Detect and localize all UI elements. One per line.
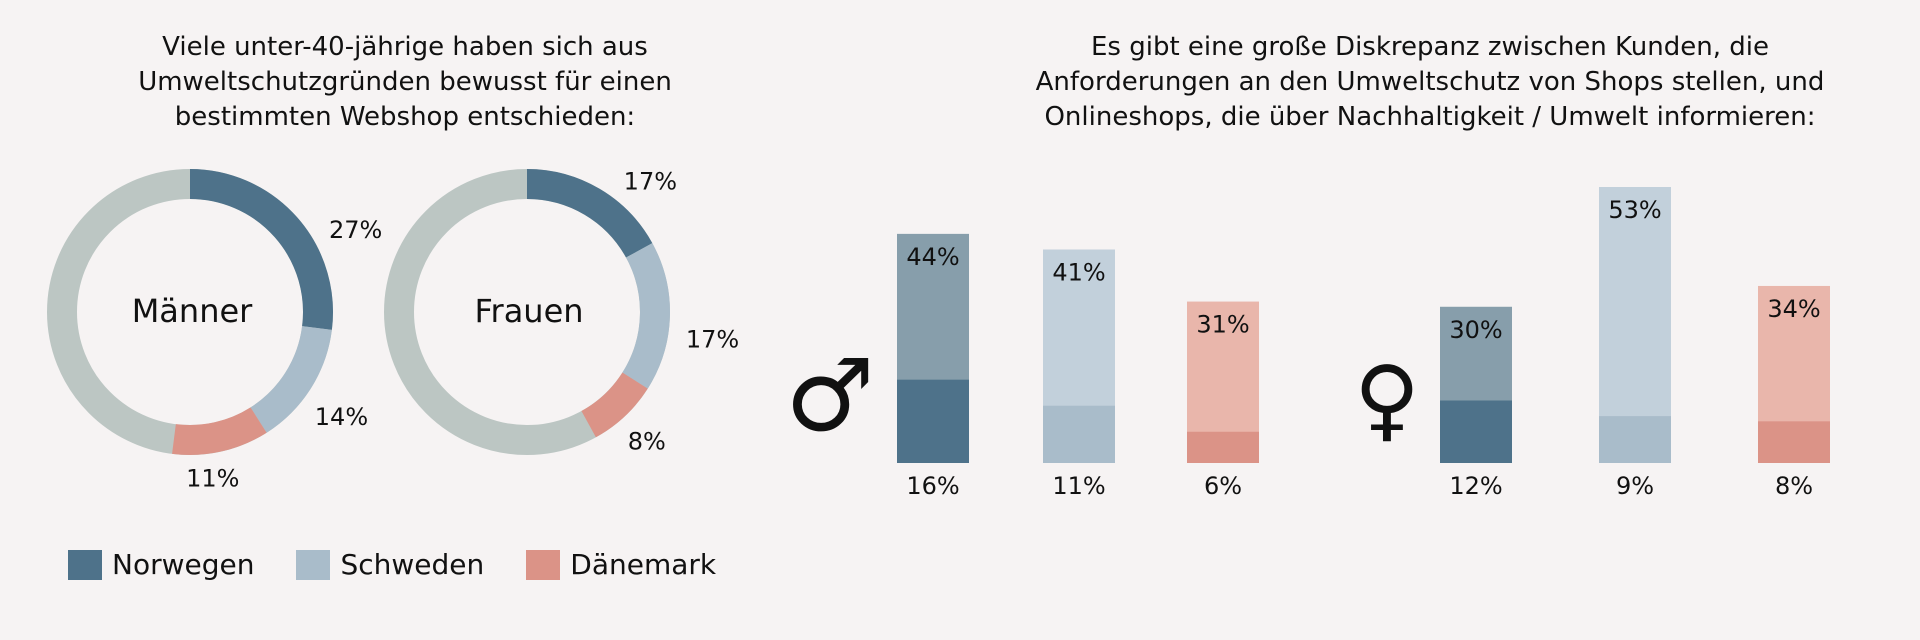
- male-bar-inner-label-daenemark: 6%: [1204, 472, 1242, 500]
- donut-maenner-slice-norwegen: [189, 169, 333, 330]
- donut-frauen-slice-daenemark: [581, 372, 648, 438]
- right-chart-title: Es gibt eine große Diskrepanz zwischen K…: [1035, 32, 1825, 132]
- female-symbol: ♀: [1354, 347, 1420, 452]
- male-bar-inner-daenemark: [1187, 431, 1259, 463]
- donut-maenner-label-schweden: 14%: [315, 403, 368, 431]
- donut-frauen-center-label: Frauen: [474, 292, 583, 330]
- donut-frauen-label-norwegen: 17%: [624, 167, 677, 195]
- female-bar-inner-daenemark: [1758, 421, 1830, 463]
- donut-maenner-label-daenemark: 11%: [186, 464, 239, 492]
- donut-frauen-label-schweden: 17%: [686, 326, 739, 354]
- female-bar-outer-label-schweden: 53%: [1608, 196, 1661, 224]
- male-bar-outer-label-daenemark: 31%: [1196, 311, 1249, 339]
- female-bar-inner-label-norwegen: 12%: [1449, 472, 1502, 500]
- female-bar-inner-label-schweden: 9%: [1616, 472, 1654, 500]
- legend-swatch-schweden: [296, 549, 331, 580]
- donut-frauen-label-daenemark: 8%: [628, 427, 666, 455]
- male-bar-inner-norwegen: [897, 379, 969, 463]
- legend: Norwegen Schweden Dänemark: [68, 548, 758, 581]
- legend-label-daenemark: Dänemark: [570, 548, 717, 581]
- donut-frauen-slice-norwegen: [526, 169, 653, 258]
- donut-maenner-label-norwegen: 27%: [329, 216, 382, 244]
- left-chart-title: Viele unter-40-jährige haben sich aus Um…: [138, 32, 672, 132]
- female-bar-outer-label-norwegen: 30%: [1449, 316, 1502, 344]
- male-bar-outer-label-norwegen: 44%: [906, 243, 959, 271]
- legend-swatch-daenemark: [526, 549, 561, 580]
- donut-frauen-slice-schweden: [622, 243, 670, 389]
- donut-maenner-slice-schweden: [250, 325, 332, 433]
- female-bar-inner-label-daenemark: 8%: [1775, 472, 1813, 500]
- legend-swatch-norwegen: [68, 549, 102, 580]
- legend-item-norwegen: Norwegen: [68, 548, 254, 581]
- female-bar-outer-label-daenemark: 34%: [1767, 295, 1820, 323]
- male-bar-outer-label-schweden: 41%: [1052, 258, 1105, 286]
- legend-label-schweden: Schweden: [340, 548, 485, 581]
- male-symbol: ♂: [785, 337, 875, 454]
- legend-item-schweden: Schweden: [296, 548, 484, 581]
- male-bar-inner-schweden: [1043, 405, 1115, 463]
- female-bar-inner-schweden: [1599, 416, 1671, 463]
- female-bar-inner-norwegen: [1440, 400, 1512, 463]
- legend-item-daenemark: Dänemark: [526, 548, 716, 581]
- legend-label-norwegen: Norwegen: [112, 548, 255, 581]
- male-bar-inner-label-norwegen: 16%: [906, 472, 959, 500]
- male-bar-inner-label-schweden: 11%: [1052, 472, 1105, 500]
- donut-maenner-slice-daenemark: [172, 407, 267, 455]
- donut-maenner-center-label: Männer: [132, 292, 253, 330]
